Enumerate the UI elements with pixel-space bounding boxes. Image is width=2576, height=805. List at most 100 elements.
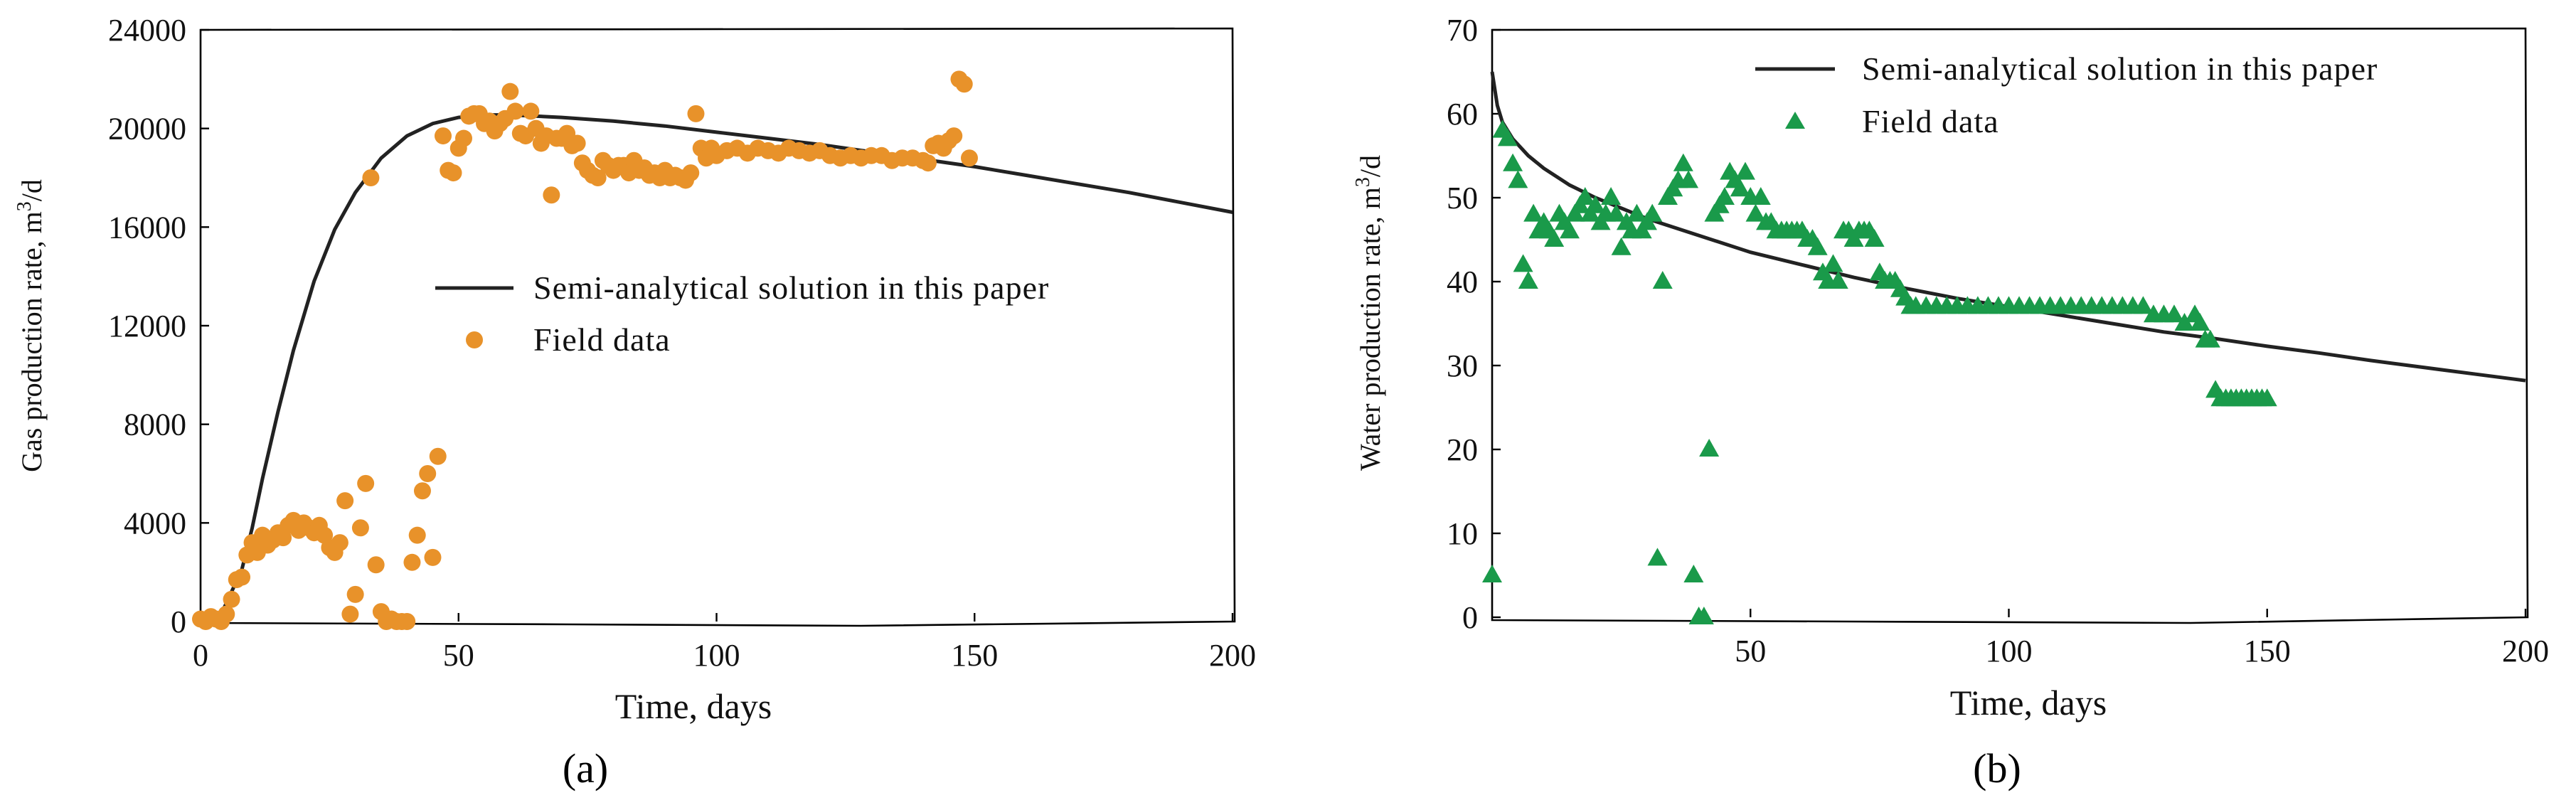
water-data-point xyxy=(1559,220,1580,239)
gas-legend: Semi-analytical solution in this paper F… xyxy=(435,270,1049,358)
water-data-point xyxy=(1606,203,1627,222)
gas-data-point xyxy=(506,102,524,120)
gas-data-point xyxy=(367,556,385,574)
gas-x-tick-label: 150 xyxy=(951,638,998,673)
water-y-tick-label: 70 xyxy=(1447,13,1478,48)
water-data-point xyxy=(1652,271,1673,289)
water-data-point xyxy=(1828,271,1848,289)
water-data-point xyxy=(1693,607,1714,624)
water-data-point xyxy=(1673,153,1693,171)
gas-x-axis-title: Time, days xyxy=(615,686,772,726)
water-legend-line-label: Semi-analytical solution in this paper xyxy=(1862,50,2378,87)
water-data-point xyxy=(1482,565,1502,582)
gas-data-point xyxy=(543,186,560,204)
gas-data-point xyxy=(351,519,369,537)
gas-data-point xyxy=(522,102,540,120)
water-data-point xyxy=(1735,161,1755,180)
gas-y-tick-label: 4000 xyxy=(124,506,186,540)
water-data-point xyxy=(1714,187,1735,205)
gas-data-point xyxy=(589,169,607,186)
water-data-point xyxy=(1750,187,1771,205)
gas-legend-marker-label: Field data xyxy=(533,321,671,358)
water-data-point xyxy=(1575,187,1595,205)
gas-y-tick-label: 20000 xyxy=(108,112,186,146)
gas-data-point xyxy=(455,129,473,147)
gas-data-point xyxy=(331,534,348,552)
water-x-tick-label: 50 xyxy=(1735,634,1766,668)
water-y-axis-title: Water production rate, m3/d xyxy=(1352,155,1387,471)
gas-semi-analytical-curve xyxy=(200,113,1233,624)
gas-data-point xyxy=(341,605,359,623)
gas-data-point xyxy=(945,127,963,145)
water-legend-marker-swatch xyxy=(1785,112,1805,129)
water-data-point xyxy=(1745,203,1766,222)
gas-production-chart: 0 4000 8000 12000 16000 20000 24000 0 50 100 150 20… xyxy=(14,13,1257,791)
water-data-point xyxy=(1627,203,1647,222)
gas-data-point xyxy=(429,447,447,465)
water-data-point xyxy=(1647,548,1668,566)
gas-x-tick-label: 200 xyxy=(1209,638,1256,673)
gas-data-point xyxy=(955,75,973,93)
water-y-tick-label: 40 xyxy=(1447,265,1478,299)
gas-data-point xyxy=(398,613,416,630)
water-data-point xyxy=(1601,187,1622,205)
gas-data-point xyxy=(919,154,937,172)
gas-y-tick-label: 8000 xyxy=(124,407,186,442)
gas-data-point xyxy=(218,605,235,623)
water-legend-marker-label: Field data xyxy=(1862,103,1999,139)
water-data-point xyxy=(1544,229,1565,247)
gas-data-point xyxy=(357,474,375,492)
water-data-point xyxy=(1678,170,1699,188)
water-data-point xyxy=(1508,170,1528,188)
water-x-tick-label: 150 xyxy=(2244,634,2291,668)
gas-data-point xyxy=(403,553,421,571)
gas-data-point xyxy=(687,105,705,122)
water-data-point xyxy=(2190,313,2210,331)
water-y-tick-label: 0 xyxy=(1462,600,1478,635)
gas-data-point xyxy=(233,568,251,586)
gas-y-axis-label-text: Gas production rate, m3/d xyxy=(14,179,48,472)
water-y-tick-label: 50 xyxy=(1447,181,1478,215)
water-data-point xyxy=(1699,439,1720,457)
gas-legend-marker-swatch xyxy=(466,331,483,348)
water-y-tick-label: 20 xyxy=(1447,432,1478,467)
water-data-point xyxy=(1807,237,1828,255)
gas-x-tick-label: 100 xyxy=(693,638,740,673)
panel-label-b: (b) xyxy=(1973,745,2021,791)
gas-data-point xyxy=(960,149,978,167)
gas-y-axis-title: Gas production rate, m3/d xyxy=(14,179,48,472)
water-data-point xyxy=(1523,203,1544,222)
water-data-point xyxy=(2163,304,2184,323)
gas-field-data-points xyxy=(192,70,978,630)
water-y-tick-label: 30 xyxy=(1447,348,1478,383)
water-x-tick-label: 100 xyxy=(1986,634,2033,668)
gas-y-tick-label: 0 xyxy=(171,604,186,639)
water-data-point xyxy=(1611,237,1632,255)
water-legend: Semi-analytical solution in this paper F… xyxy=(1755,50,2378,139)
gas-data-point xyxy=(682,164,700,182)
gas-data-point xyxy=(346,585,364,603)
water-data-point xyxy=(1642,203,1663,222)
svg-text:Gas production rate, m3/d: Gas production rate, m3/d xyxy=(14,179,48,472)
water-data-point xyxy=(1518,271,1538,289)
gas-data-point xyxy=(362,169,380,186)
gas-y-tick-label: 12000 xyxy=(108,309,186,343)
gas-semi-analytical-curve-group xyxy=(200,113,1233,624)
gas-data-point xyxy=(434,127,452,145)
water-y-axis-label-text: Water production rate, m3/d xyxy=(1352,155,1387,471)
water-data-point xyxy=(1513,254,1533,272)
gas-data-point xyxy=(336,492,354,510)
water-data-point xyxy=(2133,296,2154,314)
water-data-point xyxy=(2200,329,2220,348)
gas-data-point xyxy=(223,590,240,608)
water-data-point xyxy=(1730,178,1750,197)
gas-data-point xyxy=(419,465,437,482)
gas-legend-line-label: Semi-analytical solution in this paper xyxy=(533,270,1049,306)
gas-data-point xyxy=(413,482,431,500)
gas-data-point xyxy=(445,164,462,182)
water-data-point xyxy=(2174,313,2195,331)
water-production-chart: 0 10 20 30 40 50 60 70 50 100 150 200 Semi-analytic… xyxy=(1352,13,2550,791)
water-plot-frame xyxy=(1491,27,2529,624)
water-y-tick-label: 10 xyxy=(1447,516,1478,551)
water-data-point xyxy=(1585,195,1606,213)
